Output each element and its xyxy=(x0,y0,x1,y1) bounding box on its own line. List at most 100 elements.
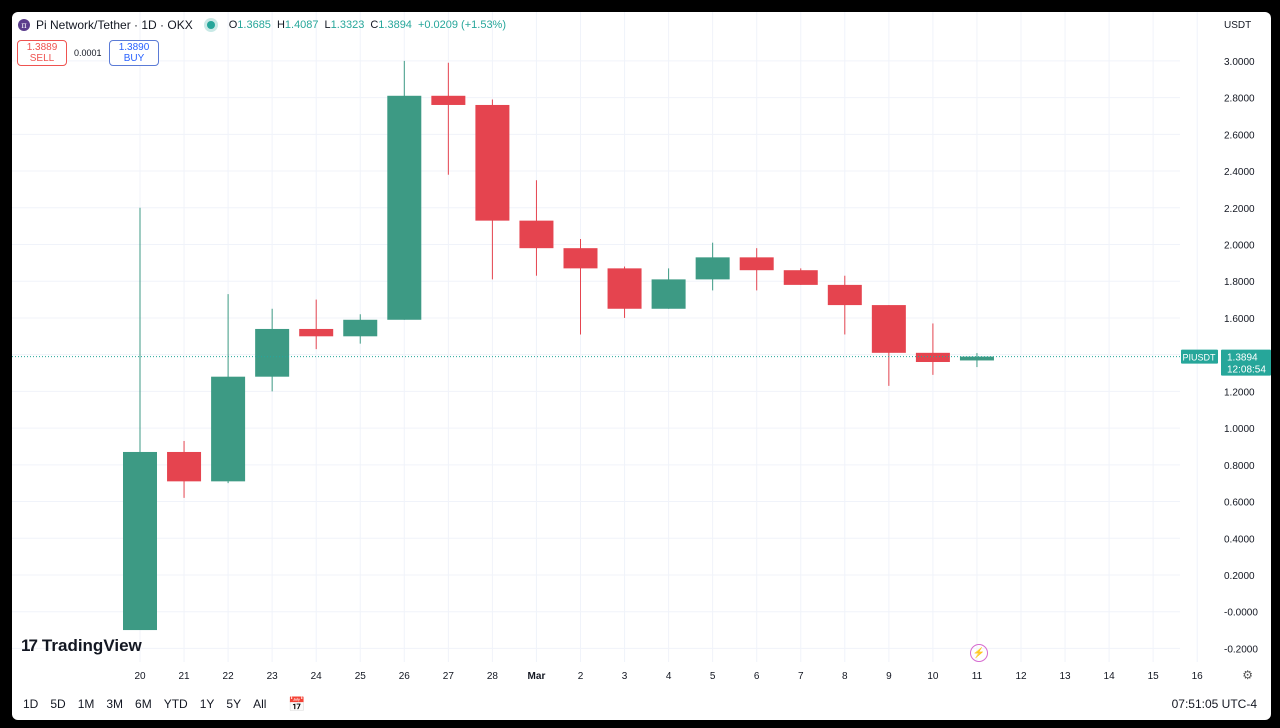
timeframe-ytd[interactable]: YTD xyxy=(163,697,188,711)
y-tick-label: 0.8000 xyxy=(1224,461,1255,472)
candle[interactable] xyxy=(475,99,510,280)
calendar-icon[interactable]: 📅 xyxy=(288,695,306,712)
x-tick-label: 15 xyxy=(1148,671,1160,682)
x-tick-label: 5 xyxy=(710,671,716,682)
candle[interactable] xyxy=(915,323,950,375)
ticker-tag[interactable] xyxy=(1181,349,1218,364)
x-tick-label: 10 xyxy=(927,671,939,682)
x-tick-label: 21 xyxy=(178,671,190,682)
chart-legend: π Pi Network/Tether · 1D · OKX O1.3685 H… xyxy=(18,18,506,32)
timeframe-1m[interactable]: 1M xyxy=(77,697,95,711)
sell-button[interactable]: 1.3889 SELL xyxy=(17,40,67,66)
x-tick-label: 7 xyxy=(798,671,804,682)
candle[interactable] xyxy=(959,353,994,368)
spread-value: 0.0001 xyxy=(74,48,102,58)
candle[interactable] xyxy=(255,308,290,392)
candle[interactable] xyxy=(871,305,906,386)
bottom-toolbar: 1D 5D 1M 3M 6M YTD 1Y 5Y All 📅 07:51:05 … xyxy=(12,688,1271,720)
candle-body xyxy=(475,104,510,221)
candle[interactable] xyxy=(167,440,202,498)
status-dot-icon xyxy=(206,21,215,29)
x-tick-label: 12 xyxy=(1015,671,1027,682)
price-tag-value: 1.3894 xyxy=(1227,353,1258,364)
sell-label: SELL xyxy=(29,53,55,64)
gear-icon[interactable]: ⚙ xyxy=(1242,668,1253,682)
open-value: 1.3685 xyxy=(237,19,271,31)
candle[interactable] xyxy=(299,299,334,350)
candle[interactable] xyxy=(563,238,598,335)
candle[interactable] xyxy=(695,242,730,291)
y-tick-label: 0.4000 xyxy=(1224,534,1255,545)
buy-label: BUY xyxy=(123,53,145,64)
candlestick-chart[interactable]: 3.0000 2.8000 2.6000 2.4000 2.2000 2.0000 1.80… xyxy=(12,12,1271,720)
candle-body xyxy=(211,376,246,482)
candle[interactable] xyxy=(343,314,378,344)
tradingview-logo[interactable]: 17 TradingView xyxy=(21,636,142,656)
timeframe-all[interactable]: All xyxy=(253,697,267,711)
candle-body xyxy=(915,352,950,363)
ohlc-values: O1.3685 H1.4087 L1.3323 C1.3894 +0.0209 … xyxy=(228,19,507,31)
x-tick-label: 11 xyxy=(972,671,983,682)
candle-body xyxy=(299,328,334,337)
x-tick-label: 2 xyxy=(578,671,584,682)
low-value: 1.3323 xyxy=(330,19,365,31)
y-tick-label: 1.8000 xyxy=(1224,277,1255,288)
candle-body xyxy=(827,284,862,306)
timeframe-buttons: 1D 5D 1M 3M 6M YTD 1Y 5Y All xyxy=(23,697,266,711)
x-tick-label: 6 xyxy=(754,671,760,682)
candle[interactable] xyxy=(123,207,157,631)
pi-logo-icon: π xyxy=(18,19,30,31)
symbol-title[interactable]: Pi Network/Tether · 1D · OKX xyxy=(36,18,193,32)
candle-body xyxy=(563,248,598,269)
candle[interactable] xyxy=(827,275,862,335)
y-tick-label: 2.2000 xyxy=(1224,204,1255,215)
x-tick-label: 24 xyxy=(311,671,323,682)
x-tick-label: 4 xyxy=(666,671,672,682)
price-tag[interactable] xyxy=(1221,349,1271,376)
y-tick-label: 2.4000 xyxy=(1224,167,1255,178)
candle-body xyxy=(431,95,466,105)
axis-currency-label[interactable]: USDT xyxy=(1224,20,1252,31)
y-tick-label: 2.6000 xyxy=(1224,130,1255,141)
timeframe-6m[interactable]: 6M xyxy=(135,697,152,711)
candle[interactable] xyxy=(211,294,246,484)
y-tick-label: 3.0000 xyxy=(1224,57,1255,68)
x-tick-label: 14 xyxy=(1104,671,1116,682)
candle[interactable] xyxy=(387,60,422,320)
candle[interactable] xyxy=(519,180,554,276)
candle[interactable] xyxy=(431,62,466,175)
price-tag-countdown: 12:08:54 xyxy=(1227,365,1266,376)
timeframe-5y[interactable]: 5Y xyxy=(226,697,242,711)
x-tick-label: Mar xyxy=(528,671,546,682)
x-tick-label: 20 xyxy=(134,671,146,682)
candle[interactable] xyxy=(783,268,818,285)
candle-body xyxy=(607,268,642,309)
timeframe-5d[interactable]: 5D xyxy=(50,697,66,711)
y-tick-label: 1.6000 xyxy=(1224,314,1255,325)
timeframe-1d[interactable]: 1D xyxy=(23,697,39,711)
candle-body xyxy=(695,257,730,280)
lightning-icon[interactable]: ⚡ xyxy=(970,644,988,662)
x-tick-label: 26 xyxy=(399,671,411,682)
y-tick-label: 1.0000 xyxy=(1224,424,1255,435)
candle-body xyxy=(651,279,686,309)
y-tick-label: 0.6000 xyxy=(1224,498,1255,509)
buy-price: 1.3890 xyxy=(118,42,150,53)
sell-price: 1.3889 xyxy=(26,42,58,53)
chart-window: 3.0000 2.8000 2.6000 2.4000 2.2000 2.0000 1.80… xyxy=(12,12,1271,720)
candle[interactable] xyxy=(651,268,686,309)
candle-body xyxy=(519,220,554,249)
timeframe-3m[interactable]: 3M xyxy=(106,697,124,711)
candle-body xyxy=(123,451,157,631)
y-tick-label: 1.2000 xyxy=(1224,387,1255,398)
candle[interactable] xyxy=(739,248,774,291)
timeframe-1y[interactable]: 1Y xyxy=(199,697,215,711)
x-tick-label: 3 xyxy=(622,671,628,682)
buy-button[interactable]: 1.3890 BUY xyxy=(109,40,159,66)
candle[interactable] xyxy=(607,266,642,318)
x-tick-label: 16 xyxy=(1192,671,1204,682)
x-tick-label: 25 xyxy=(355,671,367,682)
candle-body xyxy=(167,451,202,482)
y-tick-label: 2.8000 xyxy=(1224,94,1255,105)
clock[interactable]: 07:51:05 UTC-4 xyxy=(1171,697,1257,711)
